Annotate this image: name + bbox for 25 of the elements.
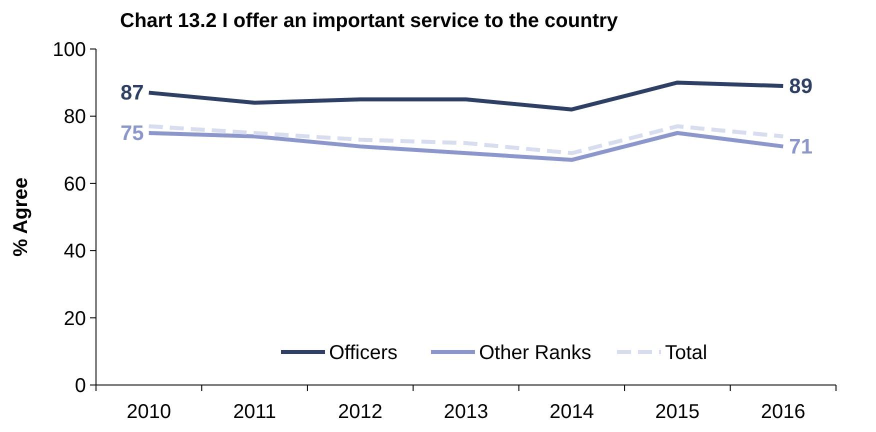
x-tick-label: 2010 [126, 401, 172, 423]
data-label: 87 [120, 82, 144, 105]
y-tick-label: 0 [74, 375, 86, 397]
data-label: 71 [789, 135, 813, 158]
y-tick-label: 60 [64, 173, 86, 196]
x-tick-label: 2011 [233, 401, 276, 423]
x-tick-label: 2014 [549, 401, 594, 423]
legend-label: Other Ranks [479, 342, 592, 364]
x-tick-label: 2012 [338, 401, 383, 423]
line-series [146, 131, 786, 162]
y-tick-label: 100 [52, 39, 86, 61]
y-axis-title: % Agree [10, 177, 32, 257]
legend-label: Officers [329, 342, 398, 364]
chart-title: Chart 13.2 I offer an important service to the country [120, 10, 619, 32]
x-tick-label: 2013 [444, 401, 488, 423]
line-series [146, 124, 786, 156]
data-label: 75 [120, 122, 144, 145]
x-tick-label: 2016 [760, 401, 806, 423]
y-tick-label: 80 [64, 106, 86, 128]
y-tick-label: 40 [64, 240, 86, 263]
legend-label: Total [665, 342, 708, 364]
y-tick-label: 20 [64, 308, 86, 330]
data-label: 89 [789, 74, 812, 98]
x-tick-label: 2015 [655, 401, 700, 423]
line-series [146, 80, 786, 112]
